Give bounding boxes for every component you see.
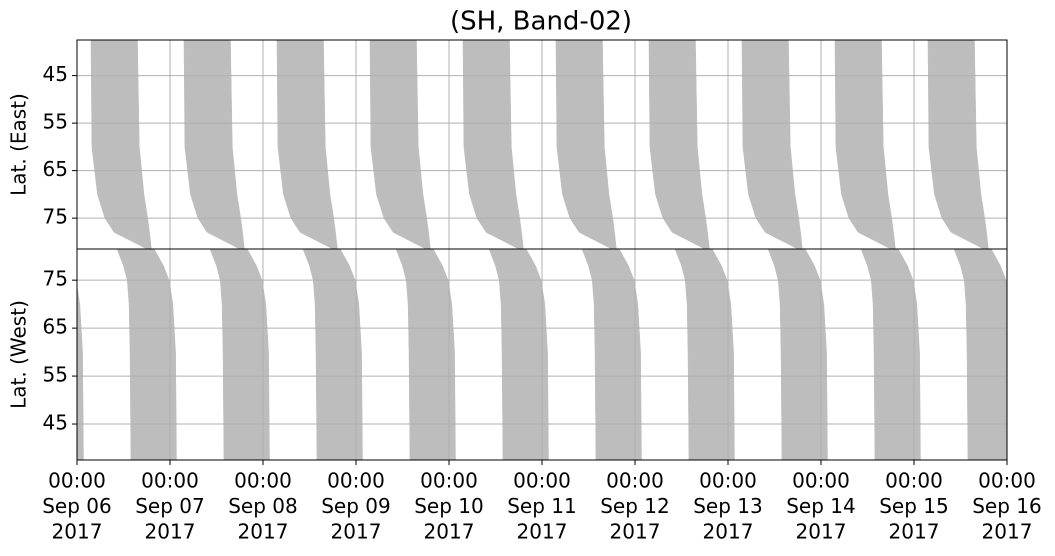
x-tick-label: Sep 08 [228, 494, 298, 518]
x-tick-label: 2017 [52, 520, 103, 544]
x-tick-label: 2017 [889, 520, 940, 544]
x-tick-label: 00:00 [978, 469, 1036, 493]
x-tick-label: Sep 09 [321, 494, 391, 518]
x-tick-label: 2017 [331, 520, 382, 544]
band [183, 40, 245, 249]
x-tick-label: 2017 [517, 520, 568, 544]
y-axis-label: Lat. (East) [7, 93, 31, 196]
x-tick-label: 2017 [424, 520, 475, 544]
x-tick-label: 00:00 [606, 469, 664, 493]
chart-title: (SH, Band-02) [450, 7, 632, 37]
x-tick-label: Sep 07 [135, 494, 205, 518]
panel [77, 249, 1007, 460]
x-tick-label: Sep 11 [507, 494, 577, 518]
x-tick-label: 00:00 [513, 469, 571, 493]
y-tick-label: 75 [43, 205, 68, 229]
x-tick-label: 00:00 [699, 469, 757, 493]
y-tick-label: 45 [43, 411, 68, 435]
y-tick-label: 55 [43, 110, 68, 134]
band [648, 40, 710, 249]
x-tick-label: 00:00 [792, 469, 850, 493]
band [90, 40, 152, 249]
y-tick-label: 75 [43, 267, 68, 291]
y-axis-label: Lat. (West) [7, 300, 31, 409]
x-tick-label: 2017 [796, 520, 847, 544]
x-tick-label: 2017 [982, 520, 1033, 544]
x-tick-label: Sep 16 [972, 494, 1042, 518]
x-tick-label: 00:00 [48, 469, 106, 493]
x-tick-label: 2017 [610, 520, 661, 544]
x-tick-label: Sep 15 [879, 494, 949, 518]
y-tick-label: 65 [43, 315, 68, 339]
x-tick-label: Sep 14 [786, 494, 856, 518]
band [276, 40, 338, 249]
band [462, 40, 524, 249]
band [927, 40, 989, 249]
x-tick-label: 2017 [145, 520, 196, 544]
x-tick-label: Sep 10 [414, 494, 484, 518]
x-tick-label: 2017 [703, 520, 754, 544]
band [77, 284, 84, 460]
x-tick-label: 00:00 [885, 469, 943, 493]
y-tick-label: 65 [43, 157, 68, 181]
x-tick-label: Sep 06 [42, 494, 112, 518]
x-tick-label: 00:00 [234, 469, 292, 493]
y-tick-label: 55 [43, 363, 68, 387]
x-tick-label: Sep 12 [600, 494, 670, 518]
x-tick-label: 00:00 [141, 469, 199, 493]
band [555, 40, 617, 249]
band [369, 40, 431, 249]
panel [90, 40, 989, 249]
band [834, 40, 896, 249]
x-tick-label: Sep 13 [693, 494, 763, 518]
x-tick-label: 2017 [238, 520, 289, 544]
band [741, 40, 803, 249]
panel-frame [76, 248, 1008, 461]
x-tick-label: 00:00 [420, 469, 478, 493]
y-tick-label: 45 [43, 62, 68, 86]
x-tick-label: 00:00 [327, 469, 385, 493]
